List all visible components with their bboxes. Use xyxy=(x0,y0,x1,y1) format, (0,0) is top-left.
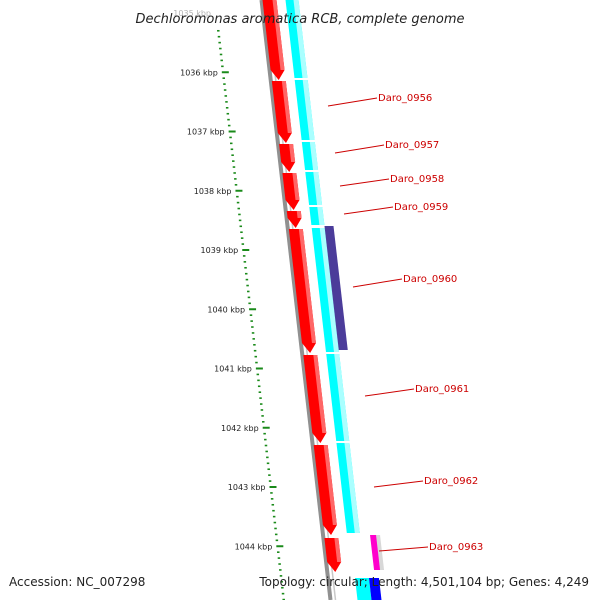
feature-band-highlight xyxy=(302,80,315,140)
cds-arrow-highlight xyxy=(292,173,300,200)
gene-label[interactable]: Daro_0956 xyxy=(378,93,432,104)
gene-label[interactable]: Daro_0961 xyxy=(415,384,469,395)
scale-label: 1037 kbp xyxy=(187,128,225,137)
gene-labels: Daro_0956 Daro_0957 Daro_0958 Daro_0959 Daro… xyxy=(327,93,483,553)
cds-arrow-highlight xyxy=(289,144,296,162)
gene-label[interactable]: Daro_0963 xyxy=(429,542,483,553)
scale-label: 1039 kbp xyxy=(201,246,239,255)
feature-band-highlight xyxy=(317,207,325,225)
gene-leader-line xyxy=(364,388,415,397)
cds-arrow xyxy=(288,229,316,353)
cds-arrow xyxy=(262,0,285,80)
feature-band-blue xyxy=(368,578,382,600)
gene-leader-line xyxy=(339,178,390,187)
cds-track xyxy=(262,0,342,572)
feature-band-magenta xyxy=(370,535,382,570)
gene-leader-line xyxy=(373,480,424,488)
cds-arrow xyxy=(313,445,337,535)
scale-label: 1041 kbp xyxy=(214,365,252,374)
scale-label: 1036 kbp xyxy=(180,68,218,77)
cds-arrow-highlight xyxy=(334,538,342,562)
gene-leader-line xyxy=(378,546,429,552)
gene-label[interactable]: Daro_0957 xyxy=(385,140,439,151)
gene-label[interactable]: Daro_0962 xyxy=(424,476,478,487)
backbone-line xyxy=(259,0,333,600)
scale-label: 1044 kbp xyxy=(235,542,273,551)
cds-arrow-highlight xyxy=(281,81,292,133)
gene-label[interactable]: Daro_0960 xyxy=(403,274,457,285)
scale-label: 1035 kbp xyxy=(173,9,211,18)
gene-leader-line xyxy=(343,206,394,215)
scale-label: 1042 kbp xyxy=(221,424,259,433)
feature-band-highlight xyxy=(293,0,308,78)
feature-band-grey xyxy=(376,535,385,570)
scale-label: 1040 kbp xyxy=(207,305,245,314)
scale-track: 1035 kbp 1036 kbp 1037 kbp 1038 kbp 1039 kbp… xyxy=(173,9,285,600)
cds-arrow-highlight xyxy=(323,445,337,525)
cds-arrow-highlight xyxy=(272,0,285,70)
cds-arrow-highlight xyxy=(298,229,316,343)
gene-label[interactable]: Daro_0959 xyxy=(394,202,448,213)
feature-band-highlight xyxy=(334,354,350,441)
feature-band-highlight xyxy=(344,443,360,533)
feature-band-highlight xyxy=(309,142,319,170)
scale-label: 1043 kbp xyxy=(228,483,266,492)
cds-arrow xyxy=(303,355,327,443)
feature-band xyxy=(354,578,372,600)
map-title: Dechloromonas aromatica RCB, complete ge… xyxy=(135,12,464,27)
feature-band-highlight xyxy=(313,172,323,205)
feature-track xyxy=(285,0,385,600)
topology-text: Topology: circular; Length: 4,501,104 bp… xyxy=(258,575,589,589)
accession-text: Accession: NC_007298 xyxy=(9,575,145,589)
cds-arrow-highlight xyxy=(296,211,302,218)
gene-leader-line xyxy=(327,97,378,107)
scale-label: 1038 kbp xyxy=(194,187,232,196)
gene-leader-line xyxy=(334,144,385,154)
gene-leader-line xyxy=(352,278,403,288)
cds-arrow-highlight xyxy=(313,355,327,433)
gene-label[interactable]: Daro_0958 xyxy=(390,174,444,185)
feature-band-highlight xyxy=(319,228,339,352)
feature-band-purple xyxy=(324,226,348,350)
